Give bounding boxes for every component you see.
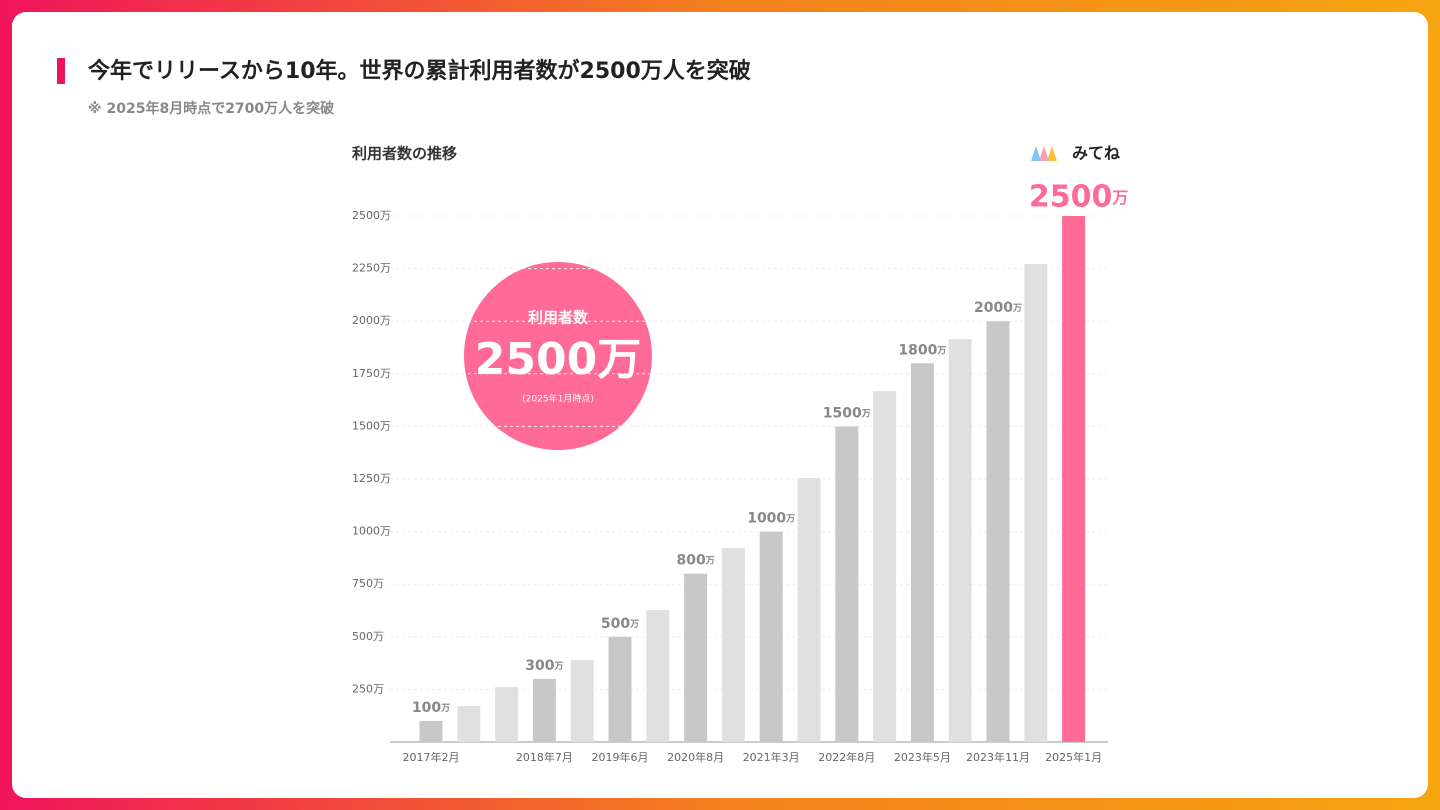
bar (608, 636, 632, 742)
x-tick-label: 2018年7月 (516, 750, 573, 764)
x-tick-label: 2025年1月 (1045, 750, 1102, 764)
bar (646, 610, 670, 742)
brand-name: みてね (1072, 144, 1120, 163)
brand-logo (1031, 146, 1057, 161)
y-tick-label: 1500万 (352, 419, 391, 432)
x-tick-label: 2020年8月 (667, 750, 724, 764)
y-tick-label: 2500万 (352, 209, 391, 222)
y-tick-label: 750万 (352, 577, 384, 590)
y-tick-label: 2000万 (352, 314, 391, 327)
x-tick-label: 2017年2月 (403, 750, 460, 764)
value-label: 1000万 (747, 511, 795, 527)
y-tick-label: 2250万 (352, 262, 391, 275)
bar (910, 363, 934, 742)
x-tick-label: 2023年11月 (966, 750, 1030, 764)
y-tick-label: 1750万 (352, 367, 391, 380)
y-tick-label: 1000万 (352, 525, 391, 538)
y-tick-label: 250万 (352, 682, 384, 695)
badge (464, 262, 652, 450)
value-label: 1500万 (823, 405, 871, 421)
bar (457, 706, 481, 742)
bar (797, 477, 821, 742)
bar (495, 687, 519, 742)
bar (1024, 263, 1048, 742)
chart-title: 利用者数の推移 (352, 145, 457, 163)
bar (1062, 216, 1086, 742)
bar (721, 548, 745, 742)
badge-value: 2500万 (475, 334, 641, 385)
value-label: 500万 (601, 616, 639, 632)
badge-note: (2025年1月時点) (522, 393, 594, 405)
card (12, 12, 1428, 798)
x-tick-label: 2023年5月 (894, 750, 951, 764)
bar (835, 426, 859, 742)
value-label: 300万 (525, 658, 563, 674)
value-label: 800万 (676, 553, 714, 569)
value-label: 2500万 (1029, 180, 1129, 215)
bar (986, 321, 1010, 742)
x-tick-label: 2019年6月 (592, 750, 649, 764)
bar (684, 573, 708, 742)
value-label: 1800万 (898, 342, 946, 358)
bar (873, 391, 897, 742)
bar (532, 678, 556, 742)
badge-label: 利用者数 (528, 309, 589, 327)
y-tick-label: 500万 (352, 630, 384, 643)
value-label: 2000万 (974, 300, 1022, 316)
y-tick-label: 1250万 (352, 472, 391, 485)
bar (948, 339, 972, 742)
bar (419, 720, 443, 742)
x-tick-label: 2022年8月 (818, 750, 875, 764)
title-accent (57, 58, 65, 84)
bar (759, 531, 783, 742)
value-label: 100万 (412, 700, 450, 716)
page-title: 今年でリリースから10年。世界の累計利用者数が2500万人を突破 (88, 58, 751, 84)
page-subtitle: ※ 2025年8月時点で2700万人を突破 (88, 100, 334, 117)
x-tick-label: 2021年3月 (743, 750, 800, 764)
bar (570, 659, 594, 742)
